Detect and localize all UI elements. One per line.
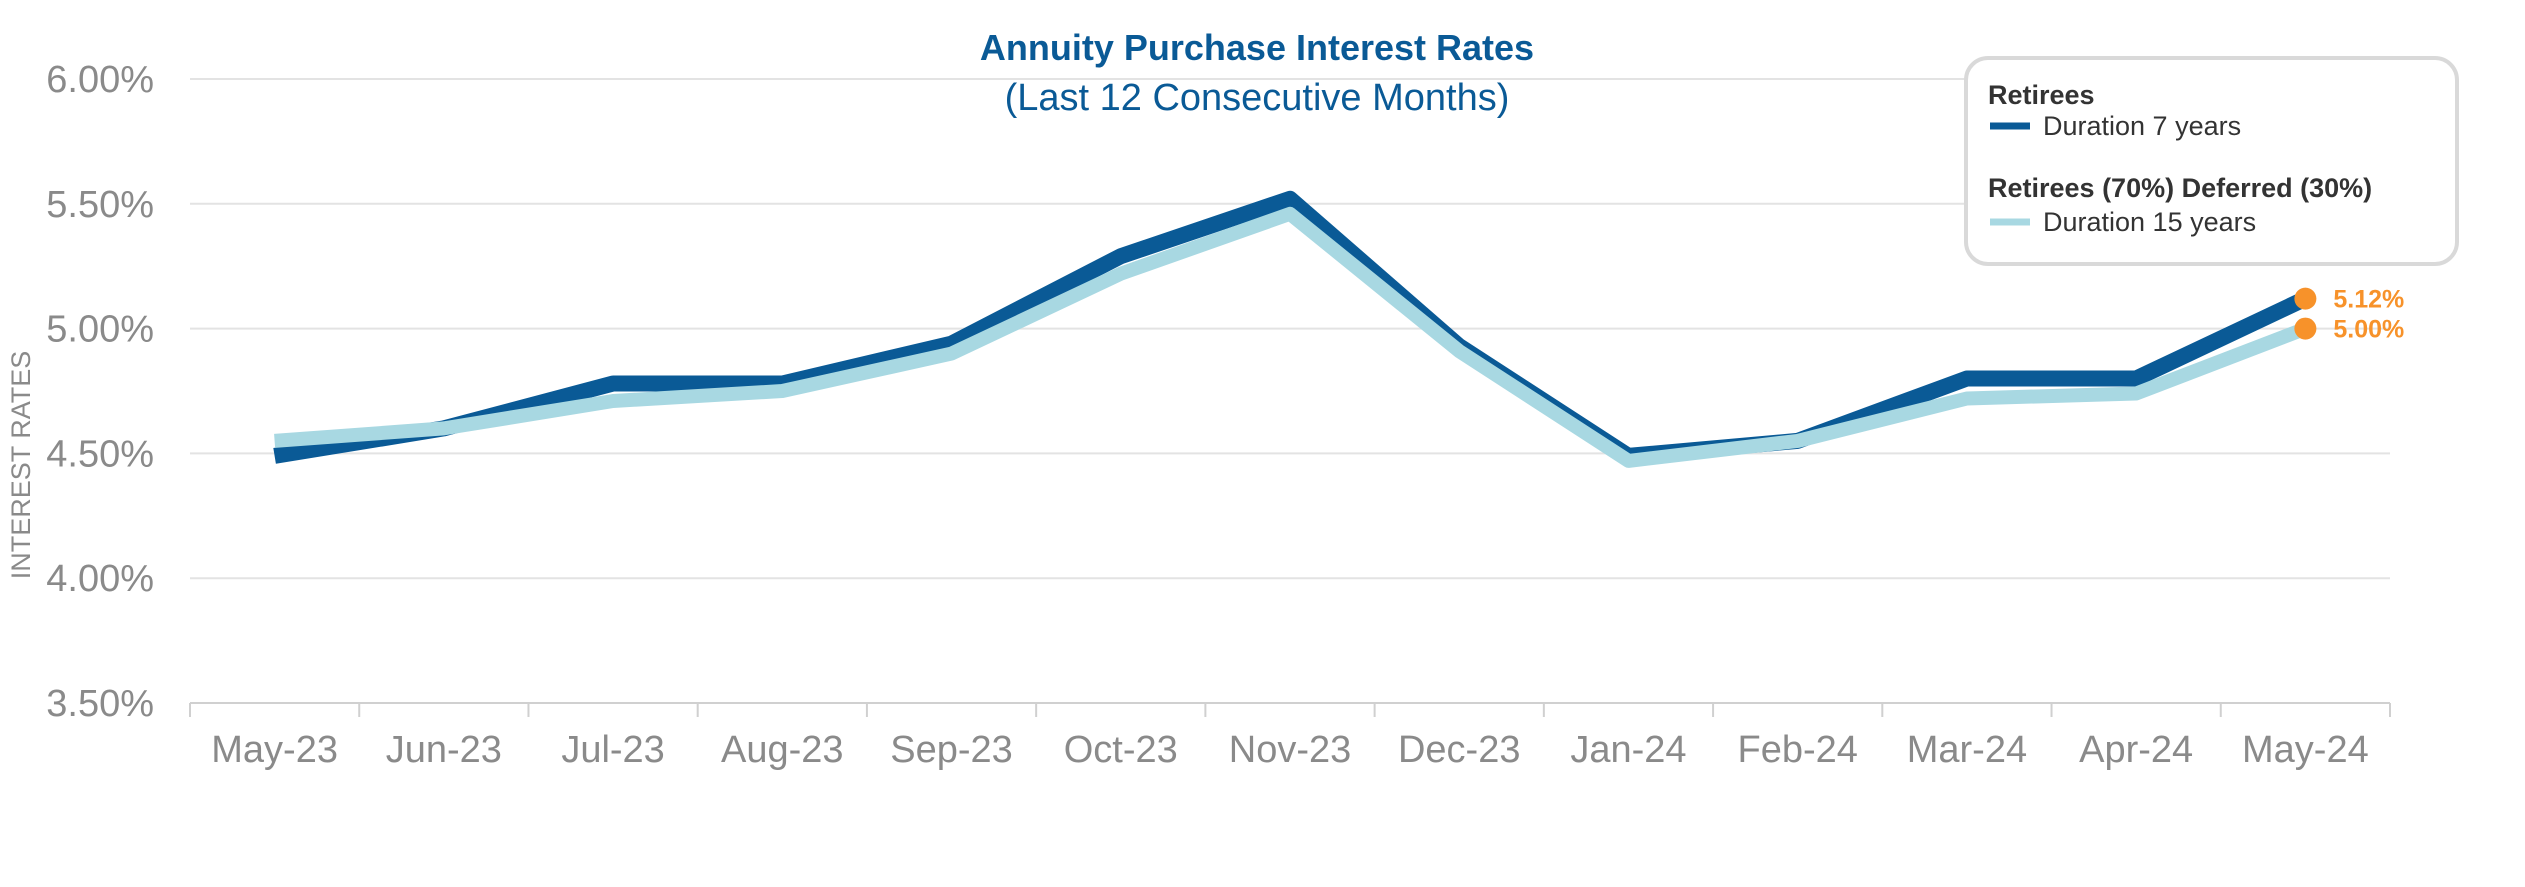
y-tick-label: 5.00% <box>46 309 154 351</box>
x-tick-label: Jun-23 <box>386 729 502 771</box>
x-tick-label: May-24 <box>2242 729 2369 771</box>
y-tick-label: 6.00% <box>46 59 154 101</box>
y-axis-label: INTEREST RATES <box>6 351 36 580</box>
end-point-marker <box>2294 317 2317 340</box>
chart-title: Annuity Purchase Interest Rates <box>980 27 1534 68</box>
x-tick-label: Oct-23 <box>1064 729 1178 771</box>
legend: Retirees Duration 7 years Retirees (70%)… <box>1964 56 2459 266</box>
x-axis: May-23 Jun-23 Jul-23 Aug-23 Sep-23 Oct-23 Nov-… <box>189 702 2391 771</box>
series-line-1 <box>273 190 2309 464</box>
legend-series-1-label: Duration 7 years <box>2043 111 2241 141</box>
series-lines <box>273 190 2309 468</box>
x-tick-label: Mar-24 <box>1907 729 2027 771</box>
chart-subtitle: (Last 12 Consecutive Months) <box>1005 77 1510 119</box>
x-tick-label: Dec-23 <box>1398 729 1521 771</box>
y-axis-ticks: 6.00% 5.50% 5.00% 4.50% 4.00% 3.50% <box>46 59 154 725</box>
series-line-2 <box>274 206 2308 468</box>
y-tick-label: 4.00% <box>46 558 154 600</box>
end-point-label: 5.12% <box>2333 286 2404 314</box>
legend-series-2-label: Duration 15 years <box>2043 207 2256 237</box>
legend-series-2-name: Retirees (70%) Deferred (30%) <box>1988 173 2372 203</box>
x-tick-label: Aug-23 <box>721 729 844 771</box>
end-point-label: 5.00% <box>2333 316 2404 344</box>
x-tick-label: Apr-24 <box>2079 729 2193 771</box>
x-tick-label: Jul-23 <box>561 729 665 771</box>
y-tick-label: 4.50% <box>46 433 154 475</box>
x-tick-label: Sep-23 <box>890 729 1013 771</box>
y-tick-label: 5.50% <box>46 184 154 226</box>
legend-series-1-name: Retirees <box>1988 80 2095 110</box>
x-tick-label: May-23 <box>211 729 338 771</box>
legend-box <box>1964 56 2459 266</box>
end-point-marker <box>2294 287 2317 310</box>
x-tick-label: Feb-24 <box>1737 729 1857 771</box>
y-tick-label: 3.50% <box>46 683 154 725</box>
x-tick-label: Nov-23 <box>1229 729 1352 771</box>
x-tick-label: Jan-24 <box>1570 729 1686 771</box>
end-markers: 5.12%5.00% <box>2294 286 2404 344</box>
